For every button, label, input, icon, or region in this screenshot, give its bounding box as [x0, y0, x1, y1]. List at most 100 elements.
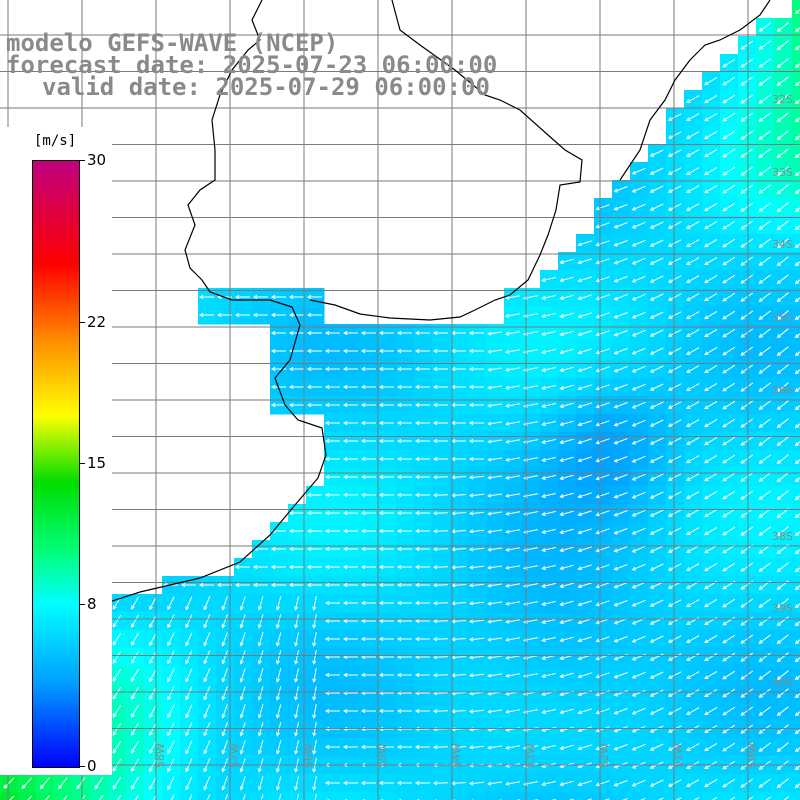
wind-arrow: [595, 240, 610, 247]
wind-arrow: [324, 564, 340, 570]
latitude-label: 35S: [772, 311, 793, 324]
wind-arrow: [704, 346, 718, 356]
wind-arrow: [794, 387, 800, 393]
wind-arrow: [613, 330, 628, 337]
wind-arrow: [758, 202, 771, 212]
wind-arrow: [595, 474, 610, 481]
wind-arrow: [378, 564, 394, 570]
wind-arrow: [577, 708, 592, 715]
wind-arrow: [257, 632, 264, 647]
wind-arrow: [224, 794, 228, 800]
wind-speed-cell: [792, 234, 800, 253]
wind-arrow: [631, 293, 646, 301]
wind-arrow: [686, 671, 700, 679]
wind-arrow: [686, 383, 700, 391]
wind-arrow: [487, 709, 502, 714]
wind-arrow: [270, 564, 286, 570]
wind-arrow: [414, 510, 430, 516]
wind-arrow: [667, 653, 682, 661]
wind-speed-cell: [432, 792, 451, 800]
wind-arrow: [667, 185, 682, 193]
wind-arrow: [649, 365, 664, 373]
wind-arrow: [203, 650, 211, 665]
wind-speed-cell: [252, 792, 271, 800]
wind-arrow: [577, 402, 592, 409]
wind-arrow: [396, 402, 412, 408]
wind-arrow: [541, 618, 556, 625]
wind-arrow: [130, 776, 139, 790]
wind-arrow: [704, 436, 718, 446]
wind-arrow: [541, 348, 556, 355]
wind-arrow: [667, 509, 682, 517]
colorbar-tick-label: 22: [87, 312, 107, 331]
wind-arrow: [432, 366, 448, 372]
wind-arrow: [686, 563, 700, 571]
wind-arrow: [288, 330, 304, 336]
wind-arrow: [704, 76, 718, 86]
wind-arrow: [221, 776, 228, 791]
wind-speed-cell: [792, 108, 800, 127]
wind-arrow: [613, 204, 628, 211]
wind-arrow: [704, 562, 718, 572]
wind-arrow: [414, 420, 430, 426]
wind-arrow: [505, 655, 520, 660]
wind-speed-cell: [792, 252, 800, 271]
wind-arrow: [776, 256, 789, 266]
wind-arrow: [130, 632, 139, 646]
wind-arrow: [758, 778, 771, 788]
wind-arrow: [541, 744, 556, 751]
wind-arrow: [613, 420, 628, 427]
wind-speed-cell: [792, 774, 800, 793]
latitude-label: 36S: [772, 384, 793, 397]
wind-arrow: [505, 421, 520, 426]
wind-arrow: [559, 528, 574, 535]
wind-arrow: [794, 369, 800, 375]
longitude-label: 52W: [598, 743, 611, 768]
wind-arrow: [487, 655, 502, 660]
wind-arrow: [257, 614, 264, 629]
wind-speed-cell: [792, 270, 800, 289]
wind-arrow: [149, 740, 157, 755]
wind-arrow: [294, 740, 299, 755]
wind-arrow: [758, 40, 771, 50]
wind-arrow: [468, 420, 484, 426]
wind-arrow: [130, 596, 139, 610]
wind-arrow: [559, 636, 574, 643]
wind-arrow: [432, 655, 449, 660]
wind-arrow: [360, 672, 376, 678]
wind-arrow: [794, 711, 800, 717]
wind-arrow: [758, 670, 771, 680]
wind-arrow: [794, 459, 800, 465]
wind-arrow: [704, 112, 718, 122]
wind-arrow: [794, 351, 800, 357]
wind-arrow: [667, 131, 682, 139]
wind-arrow: [487, 367, 502, 372]
wind-arrow: [631, 689, 646, 697]
wind-arrow: [686, 329, 700, 337]
wind-arrow: [686, 293, 700, 301]
wind-arrow: [631, 707, 646, 715]
wind-arrow: [686, 599, 700, 607]
wind-arrow: [747, 796, 754, 800]
wind-arrow: [414, 564, 430, 570]
wind-arrow: [631, 221, 646, 229]
wind-arrow: [631, 545, 646, 553]
wind-arrow: [270, 546, 286, 552]
wind-arrow: [704, 202, 718, 212]
wind-arrow: [234, 312, 250, 318]
wind-arrow: [378, 348, 394, 354]
latitude-labels: 32S 33S 34S 35S 36S 38S 39S 40S: [772, 93, 793, 689]
wind-arrow: [740, 274, 754, 284]
wind-arrow: [794, 693, 800, 699]
wind-arrow: [487, 439, 502, 444]
wind-speed-cell: [792, 414, 800, 433]
wind-arrow: [130, 704, 139, 718]
wind-arrow: [324, 348, 340, 354]
wind-arrow: [468, 547, 485, 552]
wind-arrow: [468, 402, 484, 408]
wind-arrow: [342, 348, 358, 354]
wind-arrow: [722, 688, 736, 698]
wind-arrow: [275, 596, 282, 611]
wind-arrow: [505, 493, 520, 498]
wind-arrow: [149, 650, 157, 665]
